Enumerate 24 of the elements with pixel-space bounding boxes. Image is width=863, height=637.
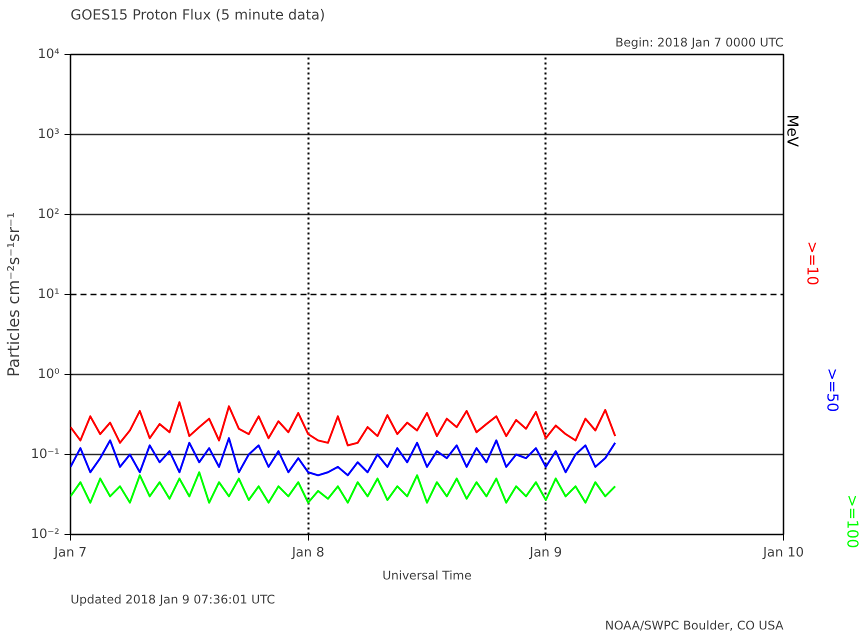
y-tick-label: 10⁻¹ bbox=[30, 447, 60, 462]
text: >=10 bbox=[804, 241, 822, 286]
y-tick-label: 10⁴ bbox=[38, 47, 60, 62]
line-series bbox=[70, 401, 616, 446]
x-axis-title: Universal Time bbox=[382, 568, 472, 582]
y-tick-label: 10⁰ bbox=[38, 367, 60, 382]
y-tick-label: 10¹ bbox=[38, 287, 60, 302]
y-tick-label: 10³ bbox=[38, 127, 60, 142]
text: NOAA/SWPC Boulder, CO USA bbox=[605, 618, 784, 632]
text: Begin: 2018 Jan 7 0000 UTC bbox=[615, 36, 784, 50]
chart-title: GOES15 Proton Flux (5 minute data) bbox=[70, 8, 326, 24]
y-tick-label: 10⁻² bbox=[30, 527, 60, 542]
line-series bbox=[70, 471, 616, 504]
x-tick-label: Jan 7 bbox=[53, 546, 87, 560]
text: >=50 bbox=[824, 368, 842, 412]
x-tick-label: Jan 8 bbox=[290, 546, 324, 560]
x-tick-label: Jan 10 bbox=[762, 546, 804, 560]
y-tick-label: 10² bbox=[38, 207, 60, 222]
x-tick-label: Jan 9 bbox=[528, 546, 562, 560]
text: Updated 2018 Jan 9 07:36:01 UTC bbox=[70, 592, 276, 606]
y-axis-title: Particles cm⁻²s⁻¹sr⁻¹ bbox=[4, 212, 23, 377]
line-series bbox=[70, 437, 616, 476]
text: >=100 bbox=[844, 494, 862, 548]
legend-title: MeV bbox=[784, 114, 802, 148]
